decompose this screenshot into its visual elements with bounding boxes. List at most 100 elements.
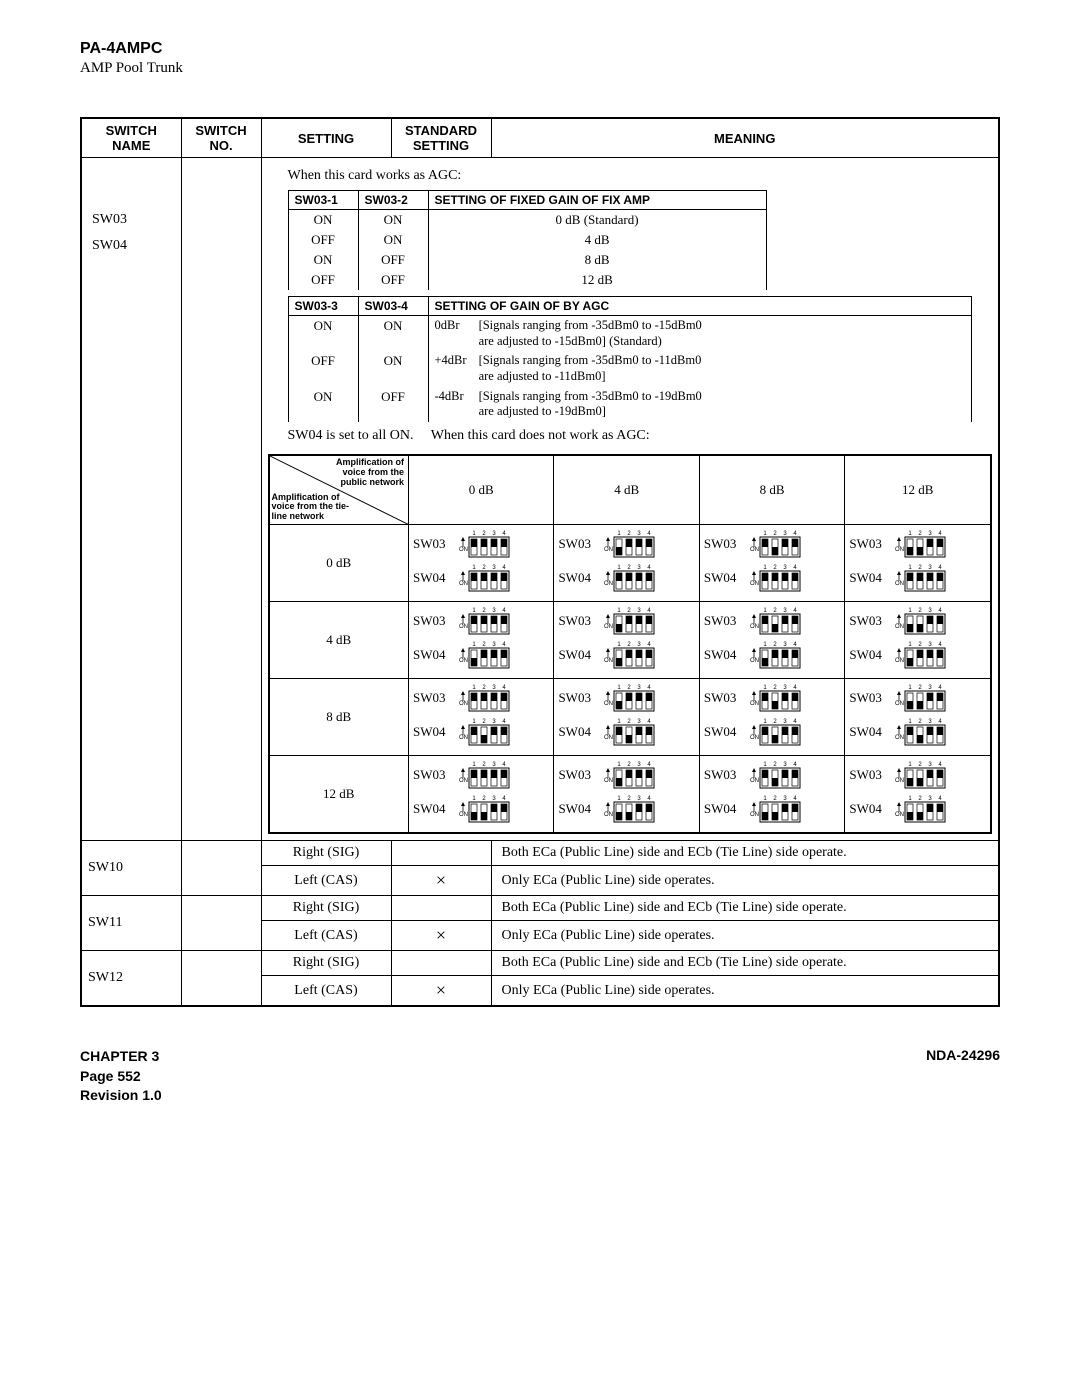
table-row: ON ON 0dBr [Signals ranging from -35dBm0…	[288, 316, 972, 352]
switch-name: SW12	[81, 951, 181, 1007]
svg-text:ON: ON	[459, 658, 468, 664]
svg-text:4: 4	[502, 762, 506, 768]
switch-std: ×	[391, 976, 491, 1007]
switch-table: SWITCH NAME SWITCH NO. SETTING STANDARD …	[80, 117, 1000, 1007]
dip-switch-icon: ON1234	[602, 683, 656, 713]
table-row: ONON0 dB (Standard)	[288, 210, 766, 231]
matrix-cell: SW03ON1234 SW04ON1234	[699, 525, 844, 602]
matrix-cell: SW03ON1234 SW04ON1234	[409, 756, 554, 834]
svg-text:2: 2	[628, 762, 632, 768]
switch-std	[391, 896, 491, 921]
svg-text:3: 3	[638, 685, 642, 691]
svg-text:ON: ON	[604, 624, 613, 630]
svg-text:1: 1	[618, 719, 622, 725]
svg-text:1: 1	[472, 531, 476, 537]
svg-text:3: 3	[492, 531, 496, 537]
dip-switch-icon: ON1234	[748, 683, 802, 713]
svg-text:2: 2	[919, 685, 923, 691]
svg-text:1: 1	[909, 642, 913, 648]
svg-text:1: 1	[763, 762, 767, 768]
svg-text:4: 4	[648, 531, 652, 537]
matrix-cell: SW03ON1234 SW04ON1234	[554, 525, 699, 602]
svg-text:1: 1	[618, 685, 622, 691]
svg-text:ON: ON	[604, 735, 613, 741]
svg-text:2: 2	[628, 719, 632, 725]
svg-text:3: 3	[492, 608, 496, 614]
footer-chapter: CHAPTER 3	[80, 1047, 162, 1067]
svg-text:4: 4	[793, 642, 797, 648]
svg-text:4: 4	[648, 608, 652, 614]
matrix-cell: SW03ON1234 SW04ON1234	[699, 679, 844, 756]
dip-switch-icon: ON1234	[748, 640, 802, 670]
svg-text:2: 2	[773, 796, 777, 802]
dip-switch-icon: ON1234	[893, 683, 947, 713]
matrix-cell: SW03ON1234 SW04ON1234	[554, 679, 699, 756]
footer-revision: Revision 1.0	[80, 1086, 162, 1106]
svg-text:2: 2	[919, 531, 923, 537]
svg-text:ON: ON	[604, 581, 613, 587]
svg-text:4: 4	[502, 796, 506, 802]
svg-text:1: 1	[763, 565, 767, 571]
dip-switch-icon: ON1234	[748, 717, 802, 747]
switch-setting: Right (SIG)	[261, 951, 391, 976]
svg-text:3: 3	[783, 531, 787, 537]
switch-meaning: Only ECa (Public Line) side operates.	[491, 921, 999, 951]
svg-text:4: 4	[502, 565, 506, 571]
switch-name: SW04	[92, 238, 171, 254]
dip-switch-icon: ON1234	[457, 717, 511, 747]
svg-text:4: 4	[939, 531, 943, 537]
svg-text:4: 4	[939, 565, 943, 571]
col-switch-no: SWITCH NO.	[181, 118, 261, 158]
page-header: PA-4AMPC AMP Pool Trunk	[80, 40, 1000, 77]
svg-text:3: 3	[783, 685, 787, 691]
sw04-note-right: When this card does not work as AGC:	[431, 428, 650, 443]
svg-text:ON: ON	[604, 778, 613, 784]
svg-text:ON: ON	[459, 778, 468, 784]
svg-text:ON: ON	[750, 581, 759, 587]
svg-text:ON: ON	[750, 658, 759, 664]
matrix-row-header: 12 dB	[269, 756, 409, 834]
svg-text:2: 2	[773, 685, 777, 691]
dip-switch-icon: ON1234	[893, 606, 947, 636]
footer-page: Page 552	[80, 1067, 162, 1087]
svg-text:4: 4	[502, 685, 506, 691]
dip-switch-icon: ON1234	[893, 563, 947, 593]
svg-text:ON: ON	[750, 701, 759, 707]
matrix-cell: SW03ON1234 SW04ON1234	[699, 756, 844, 834]
svg-text:3: 3	[492, 685, 496, 691]
matrix-row-header: 0 dB	[269, 525, 409, 602]
switch-std: ×	[391, 921, 491, 951]
switch-std: ×	[391, 866, 491, 896]
matrix-diagonal-header: Amplification of voice from the public n…	[269, 455, 409, 525]
switch-meaning: Only ECa (Public Line) side operates.	[491, 866, 999, 896]
svg-text:ON: ON	[895, 735, 904, 741]
matrix-cell: SW03ON1234 SW04ON1234	[409, 602, 554, 679]
svg-text:2: 2	[482, 685, 486, 691]
svg-text:4: 4	[793, 685, 797, 691]
svg-text:2: 2	[773, 762, 777, 768]
svg-text:1: 1	[909, 719, 913, 725]
svg-text:3: 3	[638, 531, 642, 537]
switch-setting: Left (CAS)	[261, 921, 391, 951]
svg-text:2: 2	[628, 642, 632, 648]
svg-text:3: 3	[929, 796, 933, 802]
svg-text:4: 4	[648, 642, 652, 648]
svg-text:2: 2	[628, 796, 632, 802]
svg-text:3: 3	[638, 796, 642, 802]
svg-text:3: 3	[783, 796, 787, 802]
matrix-row-header: 4 dB	[269, 602, 409, 679]
svg-text:3: 3	[783, 608, 787, 614]
svg-text:ON: ON	[895, 701, 904, 707]
svg-text:1: 1	[909, 762, 913, 768]
svg-text:4: 4	[793, 531, 797, 537]
svg-text:3: 3	[783, 565, 787, 571]
switch-setting: Right (SIG)	[261, 896, 391, 921]
svg-text:3: 3	[638, 608, 642, 614]
svg-text:3: 3	[929, 642, 933, 648]
dip-switch-icon: ON1234	[457, 606, 511, 636]
svg-text:ON: ON	[895, 581, 904, 587]
svg-text:1: 1	[472, 608, 476, 614]
svg-text:2: 2	[919, 796, 923, 802]
svg-text:3: 3	[492, 565, 496, 571]
svg-text:4: 4	[648, 719, 652, 725]
